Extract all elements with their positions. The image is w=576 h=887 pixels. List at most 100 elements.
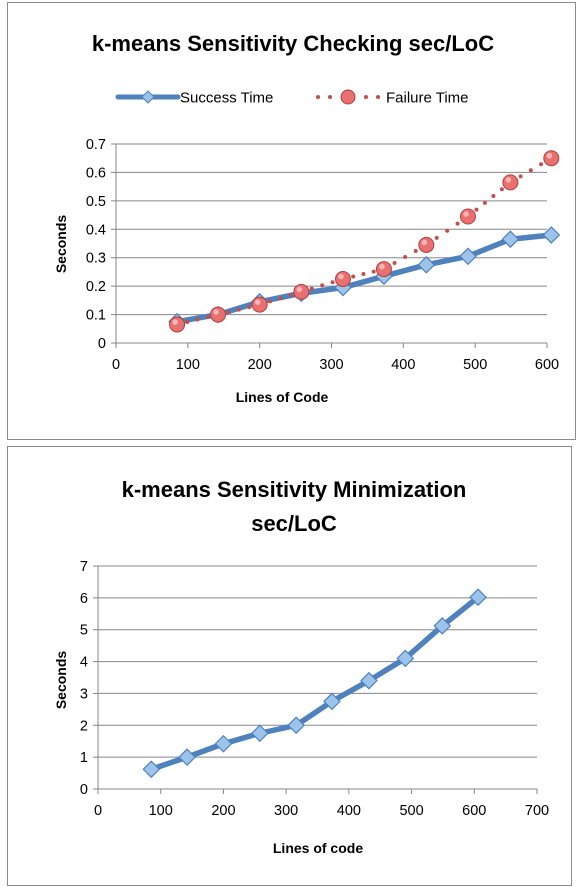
- x-tick-label: 100: [176, 357, 200, 373]
- series-line-dot: [268, 299, 273, 304]
- series-line-dot: [351, 274, 356, 279]
- data-point-highlight: [338, 273, 344, 280]
- series-line-dot: [528, 168, 533, 173]
- x-tick-label: 400: [337, 803, 361, 819]
- data-point: [469, 588, 487, 607]
- x-tick-label: 0: [112, 357, 120, 373]
- x-tick-label: 300: [274, 803, 298, 819]
- y-tick-label: 0.4: [86, 222, 106, 238]
- series-line-dot: [195, 317, 200, 322]
- data-point: [360, 671, 378, 690]
- series-line-dot: [482, 200, 487, 205]
- x-axis-label: Lines of Code: [236, 389, 329, 405]
- series-line-dot: [491, 194, 496, 199]
- x-tick-label: 600: [462, 803, 486, 819]
- data-point: [502, 174, 519, 191]
- data-point: [250, 724, 269, 743]
- x-axis-label: Lines of code: [273, 840, 363, 856]
- series-line-dot: [474, 207, 479, 212]
- data-point-highlight: [463, 211, 469, 217]
- legend-failure-marker: [340, 89, 356, 105]
- data-point-highlight: [546, 152, 553, 159]
- y-tick-label: 0.6: [86, 165, 106, 181]
- y-tick-label: 0.5: [86, 194, 106, 210]
- y-tick-label: 2: [80, 718, 88, 734]
- data-point-highlight: [379, 263, 385, 270]
- y-tick-label: 4: [80, 655, 88, 671]
- x-tick-label: 400: [391, 357, 415, 373]
- series-line-dot: [205, 315, 210, 320]
- data-point-highlight: [421, 239, 428, 246]
- x-tick-label: 500: [463, 357, 487, 373]
- chart-title-line-1: k-means Sensitivity Minimization: [122, 477, 467, 502]
- series-line-dot: [288, 293, 293, 298]
- data-point-highlight: [172, 319, 178, 325]
- y-tick-label: 6: [80, 591, 88, 607]
- y-axis-label: Seconds: [53, 215, 69, 274]
- y-tick-label: 1: [80, 750, 88, 766]
- x-tick-label: 0: [94, 803, 102, 819]
- series-line-dot: [361, 272, 366, 277]
- y-tick-label: 5: [80, 623, 88, 639]
- data-point-highlight: [213, 309, 219, 315]
- chart-panel-minimization: k-means Sensitivity Minimization sec/LoC…: [7, 446, 572, 886]
- data-point: [293, 283, 310, 300]
- data-point: [375, 261, 392, 278]
- data-point: [459, 247, 477, 266]
- data-point: [169, 316, 186, 333]
- y-tick-label: 3: [80, 686, 88, 702]
- y-tick-label: 7: [80, 559, 88, 575]
- data-point: [323, 692, 341, 711]
- data-point: [418, 236, 435, 253]
- legend-success-label: Success Time: [180, 90, 273, 107]
- x-tick-label: 200: [211, 803, 235, 819]
- data-point: [543, 150, 560, 167]
- series-line-dot: [185, 320, 190, 325]
- x-tick-label: 600: [535, 357, 559, 373]
- series-line-dot: [539, 162, 544, 167]
- series-line-dot: [320, 283, 325, 288]
- series-line-dot: [278, 296, 283, 301]
- series-line-dot: [371, 269, 376, 274]
- legend-failure-label: Failure Time: [386, 90, 469, 107]
- data-point: [251, 296, 268, 313]
- x-tick-label: 700: [525, 803, 549, 819]
- x-tick-label: 200: [248, 357, 272, 373]
- data-point: [433, 617, 452, 635]
- series-line-dot: [309, 286, 314, 291]
- series-line: [174, 232, 555, 325]
- series-line-dot: [403, 255, 408, 260]
- data-point-highlight: [505, 177, 512, 183]
- series-line-dot: [455, 221, 460, 226]
- y-tick-label: 0.1: [86, 308, 106, 324]
- data-point-highlight: [254, 299, 261, 305]
- y-tick-label: 0: [80, 782, 88, 798]
- plot-area: 0 0.1 0.2 0.3 0.4 0.5 0.6 0.7 0 100 200 300 400 500 60…: [86, 137, 561, 373]
- y-tick-label: 0.7: [86, 137, 106, 153]
- series-line-dot: [392, 261, 397, 266]
- chart-title-line-2: sec/LoC: [251, 511, 337, 536]
- legend: Success Time Failure Time: [115, 89, 469, 107]
- y-tick-label: 0.2: [86, 279, 106, 295]
- chart-checking-svg: k-means Sensitivity Checking sec/LoC Suc…: [53, 31, 561, 405]
- series-line-dot: [236, 307, 241, 312]
- y-tick-label: 0: [98, 336, 106, 352]
- legend-failure-line: [316, 95, 380, 99]
- data-point: [417, 255, 436, 274]
- data-point: [142, 760, 161, 779]
- data-point: [396, 649, 415, 668]
- legend-success-marker: [141, 90, 155, 104]
- x-tick-label: 100: [149, 803, 173, 819]
- series-line-dot: [247, 305, 252, 310]
- y-axis-label: Seconds: [53, 651, 69, 710]
- chart-minimization-svg: k-means Sensitivity Minimization sec/LoC…: [53, 477, 549, 856]
- series-line-dot: [445, 228, 450, 233]
- series-line-dot: [330, 280, 335, 285]
- series-line-dot: [226, 310, 231, 315]
- data-point: [501, 230, 520, 249]
- x-tick-label: 500: [399, 803, 423, 819]
- series-line-dot: [434, 235, 439, 240]
- data-point: [214, 734, 233, 753]
- data-point: [542, 226, 561, 244]
- series-line-dot: [499, 187, 504, 192]
